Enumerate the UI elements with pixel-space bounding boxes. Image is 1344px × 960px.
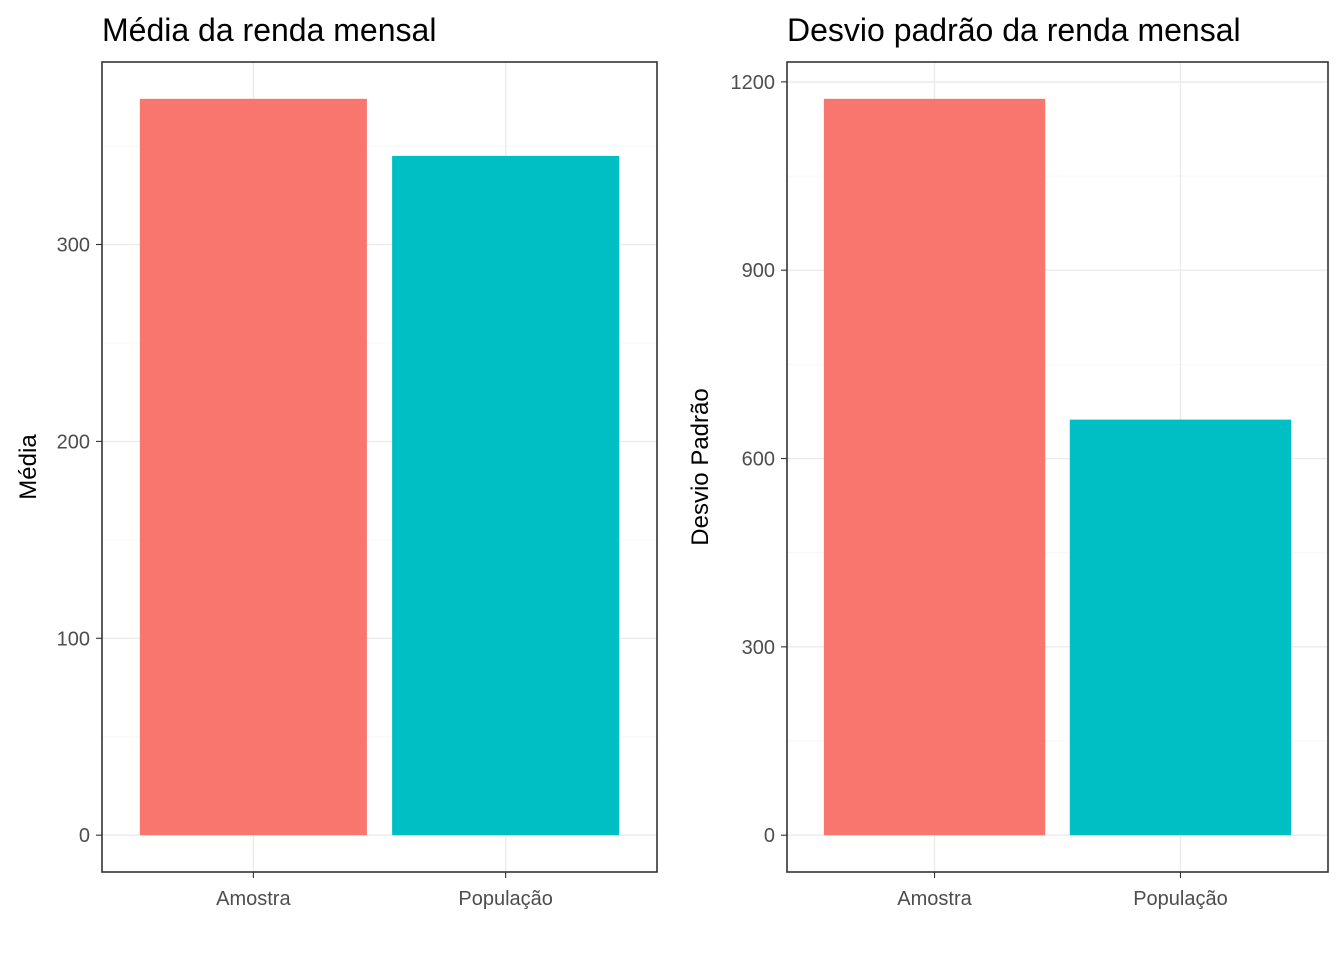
plot-area: 0 100 200 300 Amostra População: [57, 61, 658, 910]
y-tick-label: 900: [742, 260, 775, 282]
panel-border: [101, 61, 658, 873]
y-axis-label: Desvio Padrão: [687, 388, 714, 545]
x-tick-label: População: [458, 888, 553, 910]
plot-area: 0 300 600 900 1200 Amostra População: [731, 61, 1329, 910]
y-tick-label: 0: [764, 825, 775, 847]
bar-populacao: [1069, 419, 1292, 836]
y-tick-label: 0: [79, 825, 90, 847]
chart-title: Média da renda mensal: [102, 12, 436, 48]
chart-panel-desvio: Desvio padrão da renda mensal Desvio Pad…: [687, 12, 1329, 910]
y-tick-label: 100: [57, 628, 90, 650]
bar-amostra: [139, 98, 367, 836]
x-tick-label: Amostra: [897, 888, 972, 910]
y-axis-label: Média: [15, 434, 42, 500]
y-tick-label: 200: [57, 431, 90, 453]
x-tick-label: Amostra: [216, 888, 291, 910]
bar-amostra: [823, 98, 1046, 836]
chart-panel-media: Média da renda mensal Média 0 100 200 300 Am…: [15, 12, 658, 910]
y-tick-label: 1200: [731, 72, 776, 94]
bar-populacao: [392, 155, 620, 836]
chart-title: Desvio padrão da renda mensal: [787, 12, 1241, 48]
panel-border: [786, 61, 1329, 873]
y-tick-label: 300: [57, 235, 90, 257]
y-tick-label: 300: [742, 637, 775, 659]
y-tick-label: 600: [742, 449, 775, 471]
x-tick-label: População: [1133, 888, 1228, 910]
